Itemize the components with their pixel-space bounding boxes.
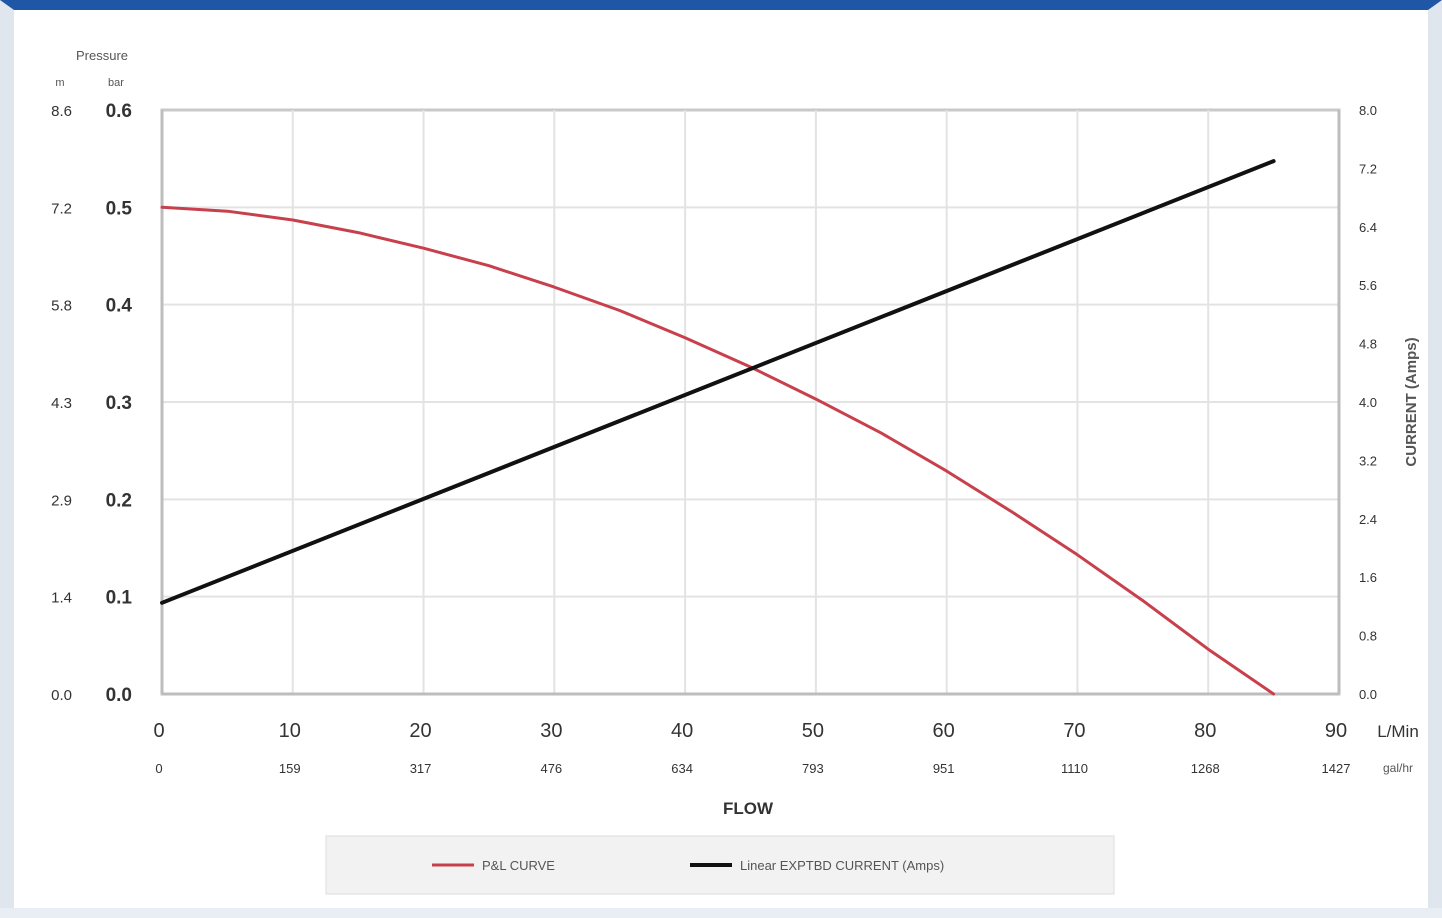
y-left-m-tick-label: 4.3 <box>51 395 72 412</box>
legend-label-2: Linear EXPTBD CURRENT (Amps) <box>740 858 944 873</box>
y-right-tick-label: 8.0 <box>1359 103 1377 118</box>
x-unit-primary: L/Min <box>1377 722 1419 741</box>
y-left-m-tick-label: 2.9 <box>51 492 72 509</box>
x-secondary-tick-label: 1268 <box>1191 761 1220 776</box>
chart-svg: 0.0 0.0 0.1 1.4 0.2 2.9 0.3 4.3 0.4 5.8 0.5 7.2 0.6 8… <box>51 48 1420 895</box>
x-secondary-tick-label: 476 <box>540 761 562 776</box>
y-right-tick-label: 5.6 <box>1359 278 1377 293</box>
y-right-axis-title: CURRENT (Amps) <box>1403 337 1420 466</box>
x-tick-label: 60 <box>933 720 955 742</box>
y-left-m-tick-label: 7.2 <box>51 200 72 217</box>
y-right-tick-label: 6.4 <box>1359 220 1377 235</box>
x-tick-label: 80 <box>1194 720 1216 742</box>
y-left-m-tick-label: 1.4 <box>51 590 72 607</box>
y-left-unit-m: m <box>55 77 64 89</box>
x-tick-label: 20 <box>409 720 431 742</box>
x-tick-label: 40 <box>671 720 693 742</box>
x-secondary-tick-label: 793 <box>802 761 824 776</box>
x-axis-title: FLOW <box>723 799 774 818</box>
y-left-tick-label: 0.5 <box>106 198 133 219</box>
y-right-tick-label: 0.8 <box>1359 629 1377 644</box>
x-unit-secondary: gal/hr <box>1383 761 1413 775</box>
series-line-2 <box>160 159 1276 605</box>
y-right-tick-label: 4.8 <box>1359 337 1377 352</box>
y-left-tick-label: 0.0 <box>106 685 132 706</box>
x-tick-label: 30 <box>540 720 562 742</box>
x-secondary-tick-label: 951 <box>933 761 955 776</box>
x-tick-label: 90 <box>1325 720 1347 742</box>
legend-label-1: P&L CURVE <box>482 858 555 873</box>
x-secondary-tick-label: 1110 <box>1061 761 1088 776</box>
x-secondary-tick-label: 0 <box>155 761 162 776</box>
y-left-axis-title: Pressure <box>76 48 128 63</box>
y-right-tick-label: 0.0 <box>1359 687 1377 702</box>
y-right-tick-label: 1.6 <box>1359 570 1377 585</box>
y-left-m-tick-label: 0.0 <box>51 687 72 704</box>
x-secondary-tick-label: 634 <box>671 761 693 776</box>
y-left-m-tick-label: 5.8 <box>51 298 72 315</box>
x-secondary-tick-label: 159 <box>279 761 301 776</box>
y-left-unit-bar: bar <box>108 77 124 89</box>
y-left-tick-label: 0.2 <box>106 490 132 511</box>
y-right-tick-label: 7.2 <box>1359 161 1377 176</box>
y-left-tick-label: 0.3 <box>106 393 132 414</box>
y-left-m-tick-label: 8.6 <box>51 103 72 120</box>
y-left-tick-label: 0.1 <box>106 588 133 609</box>
x-tick-label: 0 <box>153 720 164 742</box>
y-left-tick-label: 0.4 <box>106 296 133 317</box>
x-tick-label: 70 <box>1063 720 1085 742</box>
y-right-tick-label: 4.0 <box>1359 395 1377 410</box>
x-tick-label: 10 <box>279 720 301 742</box>
x-secondary-tick-label: 1427 <box>1322 761 1351 776</box>
y-left-tick-label: 0.6 <box>106 101 132 122</box>
x-secondary-tick-label: 317 <box>410 761 432 776</box>
series-line-1 <box>160 205 1276 696</box>
y-right-tick-label: 3.2 <box>1359 453 1377 468</box>
y-right-tick-label: 2.4 <box>1359 512 1377 527</box>
x-tick-label: 50 <box>802 720 824 742</box>
